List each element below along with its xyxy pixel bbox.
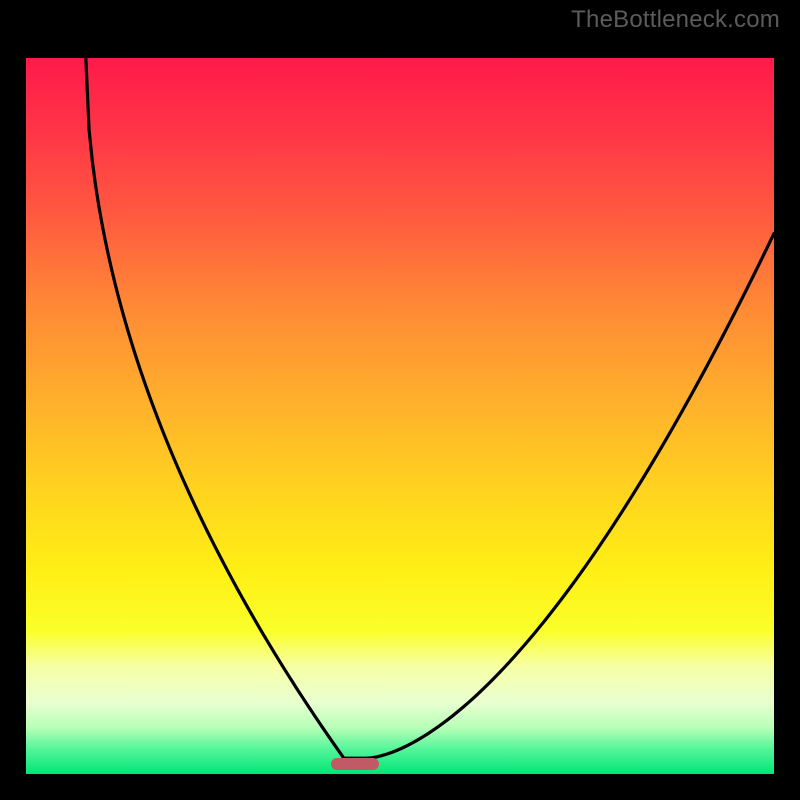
- optimum-marker: [331, 758, 380, 771]
- curve-layer: [26, 58, 774, 774]
- plot-area: [26, 58, 774, 774]
- chart-container: TheBottleneck.com: [0, 0, 800, 800]
- watermark-text: TheBottleneck.com: [571, 6, 780, 34]
- bottleneck-curve: [86, 58, 774, 758]
